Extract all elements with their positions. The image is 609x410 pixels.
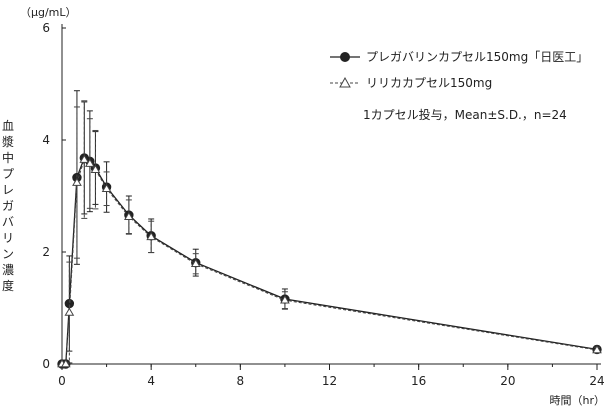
series-1 — [57, 90, 602, 369]
y-axis-label: 血漿中プレガバリン濃度 — [1, 119, 14, 293]
x-tick-label: 20 — [500, 374, 515, 388]
legend-marker — [339, 76, 351, 88]
series-layer — [57, 90, 602, 369]
x-tick-label: 0 — [58, 374, 66, 388]
series-line — [62, 158, 598, 365]
annotation-note: 1カプセル投与，Mean±S.D.，n=24 — [363, 107, 567, 122]
legend: プレガバリンカプセル150mg「日医工」リリカカプセル150mg — [330, 50, 588, 90]
legend-label: プレガバリンカプセル150mg「日医工」 — [366, 50, 588, 64]
series-line — [62, 156, 598, 365]
data-point — [79, 154, 90, 163]
y-tick-label: 0 — [42, 357, 50, 371]
data-point — [146, 231, 157, 241]
data-point — [64, 307, 75, 316]
y-axis-unit: （μg/mL） — [20, 6, 77, 19]
series-2 — [57, 100, 602, 368]
x-tick-label: 4 — [147, 374, 155, 388]
y-tick-label: 4 — [42, 133, 50, 147]
data-point — [90, 164, 101, 173]
x-tick-label: 16 — [411, 374, 426, 388]
x-axis-label: 時間（hr） — [550, 394, 606, 407]
data-point — [84, 158, 95, 167]
data-point — [190, 258, 201, 268]
data-point — [72, 177, 82, 186]
y-tick-label: 6 — [42, 21, 50, 35]
x-tick-label: 12 — [322, 374, 337, 388]
data-point — [101, 183, 112, 193]
data-point — [124, 211, 134, 221]
legend-marker — [340, 52, 350, 62]
x-tick-label: 8 — [237, 374, 245, 388]
data-point — [280, 295, 290, 304]
y-tick-label: 2 — [42, 245, 50, 259]
legend-label: リリカカプセル150mg — [366, 76, 492, 90]
data-point — [592, 345, 602, 354]
x-tick-label: 24 — [589, 374, 604, 388]
data-point — [60, 359, 71, 368]
